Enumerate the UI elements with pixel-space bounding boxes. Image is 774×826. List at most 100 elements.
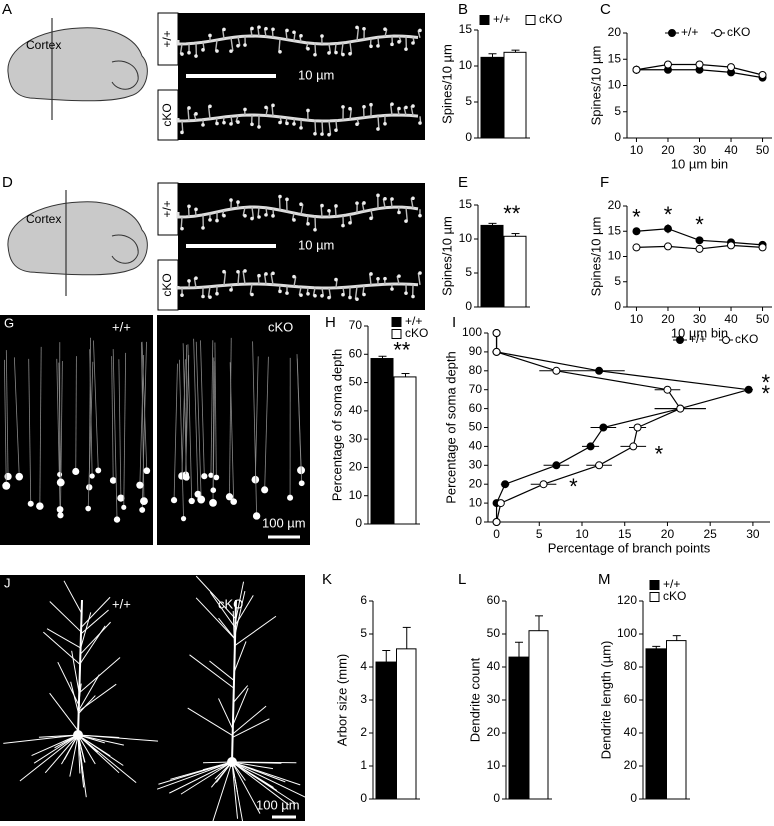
spine <box>314 43 317 55</box>
basal-dendrite <box>31 734 79 756</box>
y-axis-label: Percentage of soma depth <box>443 351 458 504</box>
y-tick-label: 50 <box>469 420 483 434</box>
spine <box>237 36 241 46</box>
y-tick-label: 30 <box>349 431 363 445</box>
soma <box>136 481 144 489</box>
spine <box>265 107 269 116</box>
spine-head <box>285 197 289 202</box>
legend-swatch <box>391 329 402 339</box>
spine <box>349 108 353 120</box>
branch <box>78 683 117 712</box>
y-tick-label: 20 <box>349 460 363 474</box>
point <box>552 366 561 375</box>
soma <box>95 467 102 474</box>
basal-dendrite <box>231 761 239 819</box>
spine-head <box>236 44 240 48</box>
spine-head <box>376 127 380 131</box>
spine-head <box>180 130 184 135</box>
y-tick-label: 15 <box>608 223 622 237</box>
soma <box>27 500 34 507</box>
point <box>663 385 672 394</box>
basal-dendrite <box>180 761 233 795</box>
y-tick-label: 40 <box>624 725 638 739</box>
spine-head <box>187 106 191 110</box>
soma <box>109 477 117 484</box>
y-tick-label: 100 <box>462 325 482 339</box>
point <box>663 60 672 69</box>
spine-head <box>285 121 289 126</box>
spine-head <box>327 208 331 213</box>
soma <box>4 472 12 481</box>
basal-dendrite <box>69 734 79 777</box>
basal-dendrite <box>156 761 233 790</box>
spine-head <box>243 107 247 112</box>
basal-dendrite <box>210 761 233 788</box>
y-tick-label: 30 <box>487 692 501 706</box>
branch <box>189 654 235 689</box>
x-tick-label: 10 <box>575 527 589 541</box>
spine-head <box>285 28 289 33</box>
soma <box>57 512 64 519</box>
spine-head <box>243 269 247 273</box>
panel-letter: H <box>325 314 336 331</box>
spine-head <box>292 30 296 35</box>
spine-head <box>187 50 191 55</box>
branch <box>70 681 80 714</box>
point <box>595 366 604 375</box>
spine-head <box>397 40 401 44</box>
basal-dendrite <box>231 761 244 824</box>
spine <box>321 120 324 135</box>
spine-head <box>257 273 261 278</box>
spine-head <box>411 104 415 108</box>
spine-head <box>215 49 219 53</box>
legend-swatch <box>479 15 490 25</box>
soma <box>287 494 294 501</box>
point <box>695 236 704 245</box>
annotation: * <box>695 212 704 237</box>
spine-head <box>306 46 310 51</box>
spine <box>328 43 332 53</box>
branch <box>80 612 92 649</box>
branch <box>195 575 236 620</box>
y-tick-label: 40 <box>487 659 501 673</box>
soma <box>72 467 80 476</box>
soma <box>2 481 11 490</box>
y-tick-label: 15 <box>459 197 473 211</box>
spine-head <box>299 126 303 130</box>
point <box>632 243 641 252</box>
point <box>629 442 638 451</box>
point <box>492 329 501 337</box>
y-tick-label: 60 <box>487 593 501 607</box>
spine-head <box>250 292 254 297</box>
branch <box>78 683 82 702</box>
apical-dendrite <box>93 340 99 471</box>
spine-head <box>236 200 240 204</box>
apical-dendrite <box>13 357 20 477</box>
micrograph <box>0 575 305 821</box>
basal-dendrite <box>231 761 289 806</box>
y-tick-label: 50 <box>487 626 501 640</box>
x-tick-label: 10 <box>630 312 644 326</box>
apical-dendrite <box>185 355 190 477</box>
apical-dendrite <box>28 358 32 504</box>
scale-label: 100 µm <box>262 515 306 530</box>
spine <box>377 115 380 129</box>
apical-dendrite <box>200 340 205 477</box>
soma <box>201 473 208 480</box>
apical-dendrite <box>193 338 199 495</box>
spine-head <box>334 128 338 132</box>
spine-head <box>278 50 282 54</box>
spine-head <box>390 287 394 291</box>
spine-head <box>229 49 233 53</box>
spine-head <box>355 297 359 301</box>
panel-letter: G <box>4 315 14 330</box>
branch <box>232 718 270 738</box>
spine <box>354 286 358 300</box>
spine <box>300 204 304 215</box>
spine <box>249 283 253 295</box>
annotation: * <box>664 202 673 227</box>
apical-dendrite <box>123 352 127 508</box>
apical-dendrite <box>111 356 114 481</box>
y-tick-label: 5 <box>360 626 367 640</box>
